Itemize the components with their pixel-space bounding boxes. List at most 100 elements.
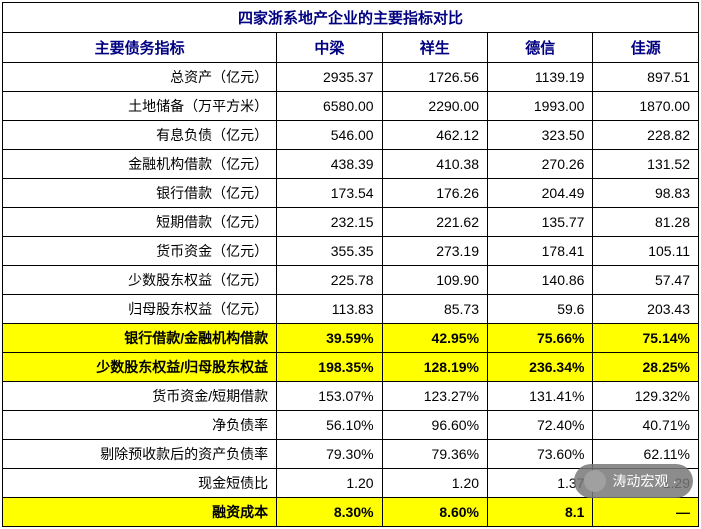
cell-value: 1139.19 (488, 63, 593, 92)
row-label: 短期借款（亿元） (3, 208, 277, 237)
cell-value: 176.26 (382, 179, 487, 208)
cell-value: 40.71% (593, 411, 699, 440)
table-row: 归母股东权益（亿元）113.8385.7359.6203.43 (3, 295, 699, 324)
table-row: 净负债率56.10%96.60%72.40%40.71% (3, 411, 699, 440)
table-row: 短期借款（亿元）232.15221.62135.7781.28 (3, 208, 699, 237)
table-row: 总资产（亿元）2935.371726.561139.19897.51 (3, 63, 699, 92)
watermark-icon (584, 470, 606, 492)
row-label: 货币资金（亿元） (3, 237, 277, 266)
cell-value: 1.20 (277, 469, 382, 498)
row-label: 剔除预收款后的资产负债率 (3, 440, 277, 469)
cell-value: 355.35 (277, 237, 382, 266)
watermark: 涛动宏观 · (574, 464, 693, 498)
cell-value: — (593, 498, 699, 527)
cell-value: 273.19 (382, 237, 487, 266)
cell-value: 1.20 (382, 469, 487, 498)
cell-value: 131.41% (488, 382, 593, 411)
row-label: 少数股东权益（亿元） (3, 266, 277, 295)
cell-value: 203.43 (593, 295, 699, 324)
cell-value: 8.1 (488, 498, 593, 527)
cell-value: 96.60% (382, 411, 487, 440)
cell-value: 129.32% (593, 382, 699, 411)
cell-value: 135.77 (488, 208, 593, 237)
row-label: 归母股东权益（亿元） (3, 295, 277, 324)
cell-value: 1870.00 (593, 92, 699, 121)
cell-value: 2935.37 (277, 63, 382, 92)
company-2: 德信 (488, 33, 593, 63)
table-row: 有息负债（亿元）546.00462.12323.50228.82 (3, 121, 699, 150)
cell-value: 1726.56 (382, 63, 487, 92)
cell-value: 236.34% (488, 353, 593, 382)
cell-value: 123.27% (382, 382, 487, 411)
cell-value: 57.47 (593, 266, 699, 295)
cell-value: 75.66% (488, 324, 593, 353)
cell-value: 140.86 (488, 266, 593, 295)
watermark-text: 涛动宏观 · (612, 471, 677, 491)
cell-value: 204.49 (488, 179, 593, 208)
comparison-table: 四家浙系地产企业的主要指标对比 主要债务指标 中梁 祥生 德信 佳源 总资产（亿… (2, 2, 699, 527)
table-row: 少数股东权益/归母股东权益198.35%128.19%236.34%28.25% (3, 353, 699, 382)
header-label: 主要债务指标 (3, 33, 277, 63)
table-row: 银行借款/金融机构借款39.59%42.95%75.66%75.14% (3, 324, 699, 353)
cell-value: 131.52 (593, 150, 699, 179)
cell-value: 897.51 (593, 63, 699, 92)
cell-value: 73.60% (488, 440, 593, 469)
company-3: 佳源 (593, 33, 699, 63)
table-title: 四家浙系地产企业的主要指标对比 (3, 3, 699, 33)
cell-value: 2290.00 (382, 92, 487, 121)
row-label: 总资产（亿元） (3, 63, 277, 92)
row-label: 少数股东权益/归母股东权益 (3, 353, 277, 382)
row-label: 货币资金/短期借款 (3, 382, 277, 411)
cell-value: 72.40% (488, 411, 593, 440)
row-label: 土地储备（万平方米） (3, 92, 277, 121)
cell-value: 173.54 (277, 179, 382, 208)
cell-value: 178.41 (488, 237, 593, 266)
row-label: 金融机构借款（亿元） (3, 150, 277, 179)
table-row: 金融机构借款（亿元）438.39410.38270.26131.52 (3, 150, 699, 179)
cell-value: 128.19% (382, 353, 487, 382)
cell-value: 59.6 (488, 295, 593, 324)
cell-value: 79.36% (382, 440, 487, 469)
cell-value: 225.78 (277, 266, 382, 295)
title-row: 四家浙系地产企业的主要指标对比 (3, 3, 699, 33)
cell-value: 81.28 (593, 208, 699, 237)
table-row: 土地储备（万平方米）6580.002290.001993.001870.00 (3, 92, 699, 121)
cell-value: 438.39 (277, 150, 382, 179)
table-row: 融资成本8.30%8.60%8.1— (3, 498, 699, 527)
cell-value: 28.25% (593, 353, 699, 382)
cell-value: 8.60% (382, 498, 487, 527)
cell-value: 75.14% (593, 324, 699, 353)
cell-value: 6580.00 (277, 92, 382, 121)
cell-value: 546.00 (277, 121, 382, 150)
row-label: 银行借款（亿元） (3, 179, 277, 208)
cell-value: 8.30% (277, 498, 382, 527)
cell-value: 113.83 (277, 295, 382, 324)
row-label: 净负债率 (3, 411, 277, 440)
cell-value: 462.12 (382, 121, 487, 150)
table-row: 银行借款（亿元）173.54176.26204.4998.83 (3, 179, 699, 208)
cell-value: 56.10% (277, 411, 382, 440)
table-row: 货币资金/短期借款153.07%123.27%131.41%129.32% (3, 382, 699, 411)
cell-value: 153.07% (277, 382, 382, 411)
row-label: 有息负债（亿元） (3, 121, 277, 150)
cell-value: 228.82 (593, 121, 699, 150)
cell-value: 270.26 (488, 150, 593, 179)
cell-value: 79.30% (277, 440, 382, 469)
cell-value: 232.15 (277, 208, 382, 237)
cell-value: 410.38 (382, 150, 487, 179)
cell-value: 198.35% (277, 353, 382, 382)
row-label: 现金短债比 (3, 469, 277, 498)
cell-value: 85.73 (382, 295, 487, 324)
cell-value: 1993.00 (488, 92, 593, 121)
cell-value: 42.95% (382, 324, 487, 353)
cell-value: 221.62 (382, 208, 487, 237)
table-row: 货币资金（亿元）355.35273.19178.41105.11 (3, 237, 699, 266)
company-1: 祥生 (382, 33, 487, 63)
cell-value: 109.90 (382, 266, 487, 295)
header-row: 主要债务指标 中梁 祥生 德信 佳源 (3, 33, 699, 63)
row-label: 融资成本 (3, 498, 277, 527)
cell-value: 39.59% (277, 324, 382, 353)
cell-value: 105.11 (593, 237, 699, 266)
cell-value: 98.83 (593, 179, 699, 208)
cell-value: 323.50 (488, 121, 593, 150)
